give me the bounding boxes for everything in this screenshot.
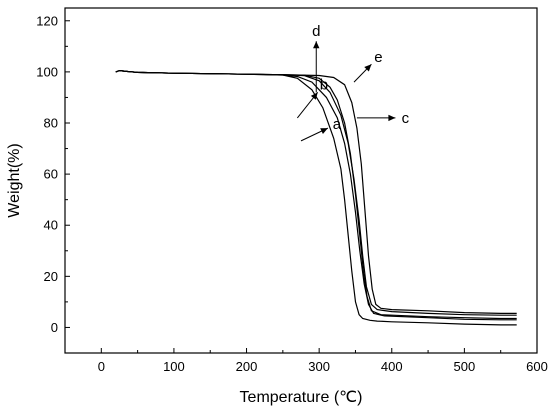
series-line-d (115, 69, 517, 320)
x-tick-label: 400 (381, 359, 403, 374)
x-tick-label: 200 (236, 359, 258, 374)
y-tick-label: 20 (44, 269, 58, 284)
annotation-label-b: b (320, 77, 328, 94)
x-tick-label: 0 (98, 359, 105, 374)
x-tick-label: 500 (454, 359, 476, 374)
y-tick-label: 40 (44, 218, 58, 233)
annotation-label-a: a (333, 116, 342, 133)
ticks-layer: 0 100 200 300 400 500 600 0 20 40 60 80 100 120 (36, 13, 548, 374)
y-tick-label: 80 (44, 116, 58, 131)
y-tick-label: 100 (36, 64, 58, 79)
x-tick-label: 300 (308, 359, 330, 374)
y-tick-label: 120 (36, 13, 58, 28)
annotation-label-c: c (402, 110, 410, 127)
x-tick-label: 600 (526, 359, 548, 374)
annotation-label-d: d (312, 23, 320, 40)
series-line-e (115, 69, 517, 314)
annotation-arrowhead-d (313, 41, 320, 49)
x-tick-label: 100 (163, 359, 185, 374)
annotation-arrowhead-e (364, 64, 372, 72)
x-axis-label: Temperature (℃) (240, 389, 363, 406)
annotation-arrowhead-c (388, 114, 396, 122)
series-layer (115, 69, 517, 326)
y-axis-label: Weight(%) (6, 143, 23, 217)
series-line-c (115, 69, 517, 316)
series-line-a (115, 69, 517, 326)
y-tick-label: 0 (51, 320, 58, 335)
annotation-arrowhead-b (310, 92, 318, 100)
annotation-arrowhead-a (320, 128, 328, 135)
series-line-b (115, 69, 517, 321)
y-tick-label: 60 (44, 167, 58, 182)
annotation-layer: a b c d e (296, 23, 410, 142)
plot-frame (64, 7, 538, 354)
annotation-label-e: e (374, 49, 382, 66)
